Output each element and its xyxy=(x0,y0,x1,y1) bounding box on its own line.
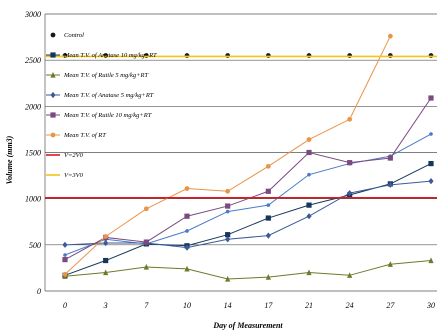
y-tick-label: 500 xyxy=(29,241,41,250)
data-point xyxy=(347,272,353,278)
data-point xyxy=(103,257,109,264)
x-tick-label: 17 xyxy=(264,301,273,310)
y-tick-label: 1500 xyxy=(25,149,41,158)
series-line xyxy=(64,163,432,276)
data-point xyxy=(265,215,271,221)
legend-entry-label: V=2V0 xyxy=(64,152,84,159)
data-point xyxy=(306,149,312,156)
data-point xyxy=(103,234,109,239)
data-point xyxy=(225,203,231,209)
data-point xyxy=(429,132,433,136)
data-point xyxy=(62,241,68,248)
data-point xyxy=(266,203,271,207)
data-point xyxy=(387,181,393,188)
x-tick-label: 10 xyxy=(183,301,191,310)
data-point xyxy=(387,33,393,39)
data-point xyxy=(143,206,149,212)
data-point xyxy=(428,178,434,185)
data-point xyxy=(50,91,56,99)
x-tick-label: 3 xyxy=(103,301,108,310)
data-point xyxy=(428,257,434,264)
data-point xyxy=(62,271,68,277)
data-point xyxy=(225,188,231,194)
plot-series xyxy=(45,33,437,282)
gridlines xyxy=(44,13,437,292)
legend-entry-label: Mean T.V. of RT xyxy=(63,132,106,139)
y-tick-labels: 0 500 1000 1500 2000 2500 3000 xyxy=(24,10,41,296)
data-point xyxy=(184,265,190,272)
legend-entry-label: Mean T.V. of Rutile 10 mg/kg+RT xyxy=(63,112,152,119)
data-point xyxy=(347,116,353,122)
data-point xyxy=(185,229,189,233)
y-tick-label: 1000 xyxy=(25,195,41,204)
data-point xyxy=(50,132,56,138)
x-tick-label: 7 xyxy=(144,301,149,310)
data-point xyxy=(265,232,271,239)
data-point xyxy=(306,269,312,276)
data-point xyxy=(50,112,56,118)
x-tick-label: 24 xyxy=(346,301,354,310)
data-point xyxy=(265,163,271,169)
x-tick-label: 0 xyxy=(63,301,67,310)
data-point xyxy=(184,186,190,191)
y-axis-label: Volume (mm3) xyxy=(5,135,14,184)
x-tick-label: 27 xyxy=(386,301,395,310)
series-line xyxy=(64,97,432,261)
data-point xyxy=(387,261,393,267)
legend-entry-label: Mean T.V. of Rutile 5 mg/kg+RT xyxy=(63,72,149,79)
data-point xyxy=(307,172,311,177)
data-point xyxy=(265,274,271,280)
data-point xyxy=(225,275,231,282)
x-tick-labels: 0 3 7 10 14 17 21 24 27 30 xyxy=(63,301,435,310)
y-tick-label: 2000 xyxy=(25,102,41,111)
data-point xyxy=(265,188,271,194)
data-point xyxy=(62,257,68,263)
data-point xyxy=(50,52,56,58)
data-point xyxy=(428,95,434,101)
data-point xyxy=(103,269,109,276)
legend-entry-label: Mean T.V. of Anatase 10 mg/kg+RT xyxy=(63,52,157,59)
data-point xyxy=(50,32,56,38)
data-point xyxy=(225,209,230,214)
data-point xyxy=(387,155,393,161)
y-tick-label: 2500 xyxy=(25,56,41,65)
data-point xyxy=(63,253,67,257)
data-point xyxy=(225,232,231,238)
x-axis-label: Day of Measurement xyxy=(212,321,283,330)
data-point xyxy=(306,213,312,220)
data-point xyxy=(347,190,353,197)
series-line xyxy=(64,180,432,249)
y-tick-label: 3000 xyxy=(24,10,41,19)
data-point xyxy=(428,160,434,167)
x-tick-label: 21 xyxy=(305,301,313,310)
x-tick-label: 30 xyxy=(426,301,435,310)
series-line xyxy=(64,260,432,280)
data-point xyxy=(184,213,190,219)
y-tick-label: 0 xyxy=(37,287,41,296)
x-tick-label: 14 xyxy=(224,301,232,310)
data-point xyxy=(347,160,353,166)
data-point xyxy=(306,137,312,142)
data-point xyxy=(306,202,312,208)
data-point xyxy=(103,239,109,247)
data-point xyxy=(143,239,149,245)
data-point xyxy=(143,263,149,270)
data-point xyxy=(184,244,190,251)
legend-entry-label: V=3V0 xyxy=(64,172,84,179)
legend: Control Mean T.V. of Anatase 10 mg/kg+RT M… xyxy=(46,32,157,179)
data-point xyxy=(225,236,231,243)
legend-entry-label: Mean T.V. of Anatase 5 mg/kg+RT xyxy=(63,92,154,99)
legend-entry-label: Control xyxy=(64,32,84,39)
data-point xyxy=(50,71,56,78)
